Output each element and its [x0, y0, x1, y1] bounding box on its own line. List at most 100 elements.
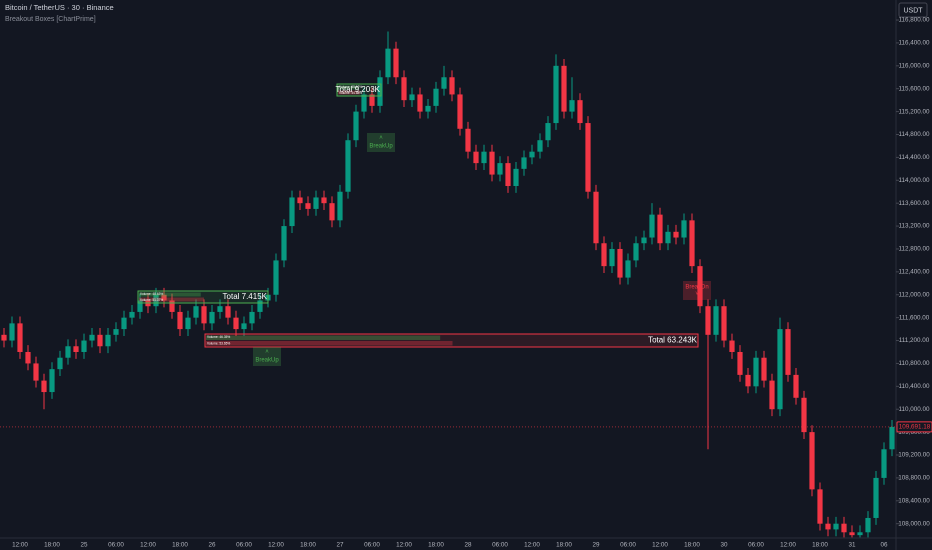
- x-tick-label: 12:00: [12, 542, 28, 549]
- candle-body: [585, 123, 591, 192]
- candle-body: [225, 306, 231, 318]
- candle-body: [129, 311, 135, 318]
- candle-body: [609, 248, 615, 267]
- candle-body: [729, 340, 735, 352]
- x-tick-label: 12:00: [268, 542, 284, 549]
- candle-body: [417, 94, 423, 112]
- x-tick-label: 06:00: [364, 542, 380, 549]
- signal-label-bg: [683, 281, 711, 300]
- volume-label: Volume: 55.12%: [339, 85, 362, 89]
- signal-label: BreakUp: [255, 358, 279, 364]
- candle-body: [433, 88, 439, 106]
- x-tick-label: 12:00: [780, 542, 796, 549]
- y-tick-label: 112,400.00: [898, 269, 930, 276]
- volume-bar: [139, 297, 204, 302]
- x-tick-label: 27: [336, 542, 344, 549]
- y-tick-label: 114,800.00: [898, 131, 930, 138]
- candle-body: [401, 77, 407, 101]
- x-tick-label: 06:00: [748, 542, 764, 549]
- candle-body: [289, 197, 295, 227]
- candle-body: [449, 77, 455, 95]
- candle-body: [793, 374, 799, 398]
- candle-body: [593, 191, 599, 244]
- candle-body: [513, 168, 519, 187]
- candle-body: [561, 65, 567, 112]
- candle-body: [153, 294, 159, 307]
- candle-body: [785, 329, 791, 375]
- candle-body: [569, 100, 575, 112]
- candles: [1, 31, 895, 538]
- candle-body: [305, 203, 311, 209]
- volume-label: Volume: 48.63%: [140, 292, 163, 296]
- candle-body: [377, 77, 383, 106]
- candle-body: [833, 523, 839, 530]
- y-tick-label: 112,000.00: [898, 291, 930, 298]
- signal-label: BreakUp: [369, 144, 393, 150]
- candle-body: [25, 351, 31, 364]
- candle-body: [665, 231, 671, 244]
- volume-label: Volume: 53.65%: [207, 342, 230, 346]
- candle-body: [385, 48, 391, 78]
- signal-arrow: ˄: [379, 136, 383, 142]
- y-tick-label: 110,400.00: [898, 383, 930, 390]
- currency-label[interactable]: USDT: [903, 7, 923, 14]
- candle-body: [753, 357, 759, 387]
- candle-body: [337, 191, 343, 221]
- y-tick-label: 116,400.00: [898, 40, 930, 47]
- x-tick-label: 18:00: [44, 542, 60, 549]
- box-total: Total 7.415K: [223, 292, 268, 301]
- candle-body: [737, 351, 743, 375]
- candle-body: [625, 260, 631, 278]
- candle-body: [113, 329, 119, 335]
- candle-body: [273, 260, 279, 295]
- y-tick-label: 110,800.00: [898, 360, 930, 367]
- x-tick-label: 06:00: [620, 542, 636, 549]
- volume-label: Volume: 51.37%: [140, 298, 163, 302]
- currency-button[interactable]: [898, 2, 928, 18]
- x-tick-label: 25: [80, 542, 88, 549]
- candle-body: [241, 323, 247, 330]
- candle-body: [817, 489, 823, 524]
- candle-body: [209, 311, 215, 324]
- candle-body: [529, 151, 535, 158]
- candle-body: [409, 94, 415, 101]
- volume-bar: [139, 292, 201, 297]
- candle-body: [825, 523, 831, 530]
- candle-body: [713, 306, 719, 335]
- candle-body: [1, 334, 7, 341]
- breakout-box: [137, 290, 269, 304]
- x-tick-label: 12:00: [396, 542, 412, 549]
- candle-body: [577, 100, 583, 124]
- candle-body: [17, 323, 23, 352]
- candle-body: [657, 214, 663, 244]
- candle-body: [601, 243, 607, 267]
- candle-body: [97, 334, 103, 347]
- candle-body: [865, 517, 871, 533]
- breakout-box: [336, 83, 382, 97]
- candle-body: [705, 306, 711, 335]
- candle-body: [649, 214, 655, 238]
- x-tick-label: 12:00: [524, 542, 540, 549]
- chart-title: Bitcoin / TetherUS · 30 · Binance: [5, 3, 114, 12]
- candle-body: [465, 128, 471, 152]
- y-tick-label: 108,000.00: [898, 520, 930, 527]
- candle-body: [441, 77, 447, 89]
- candle-body: [257, 300, 263, 312]
- candle-body: [81, 340, 87, 352]
- candle-body: [361, 94, 367, 112]
- candle-body: [297, 197, 303, 204]
- candle-body: [673, 231, 679, 238]
- candle-body: [745, 374, 751, 387]
- candle-body: [161, 294, 167, 301]
- box-total: Total 63.243K: [648, 336, 698, 345]
- y-tick-label: 116,000.00: [898, 62, 930, 69]
- candle-body: [457, 94, 463, 129]
- x-tick-label: 12:00: [652, 542, 668, 549]
- x-tick-label: 28: [464, 542, 472, 549]
- y-tick-label: 115,200.00: [898, 108, 930, 115]
- candle-body: [481, 151, 487, 164]
- x-tick-label: 18:00: [684, 542, 700, 549]
- x-tick-label: 30: [720, 542, 728, 549]
- candle-body: [121, 317, 127, 330]
